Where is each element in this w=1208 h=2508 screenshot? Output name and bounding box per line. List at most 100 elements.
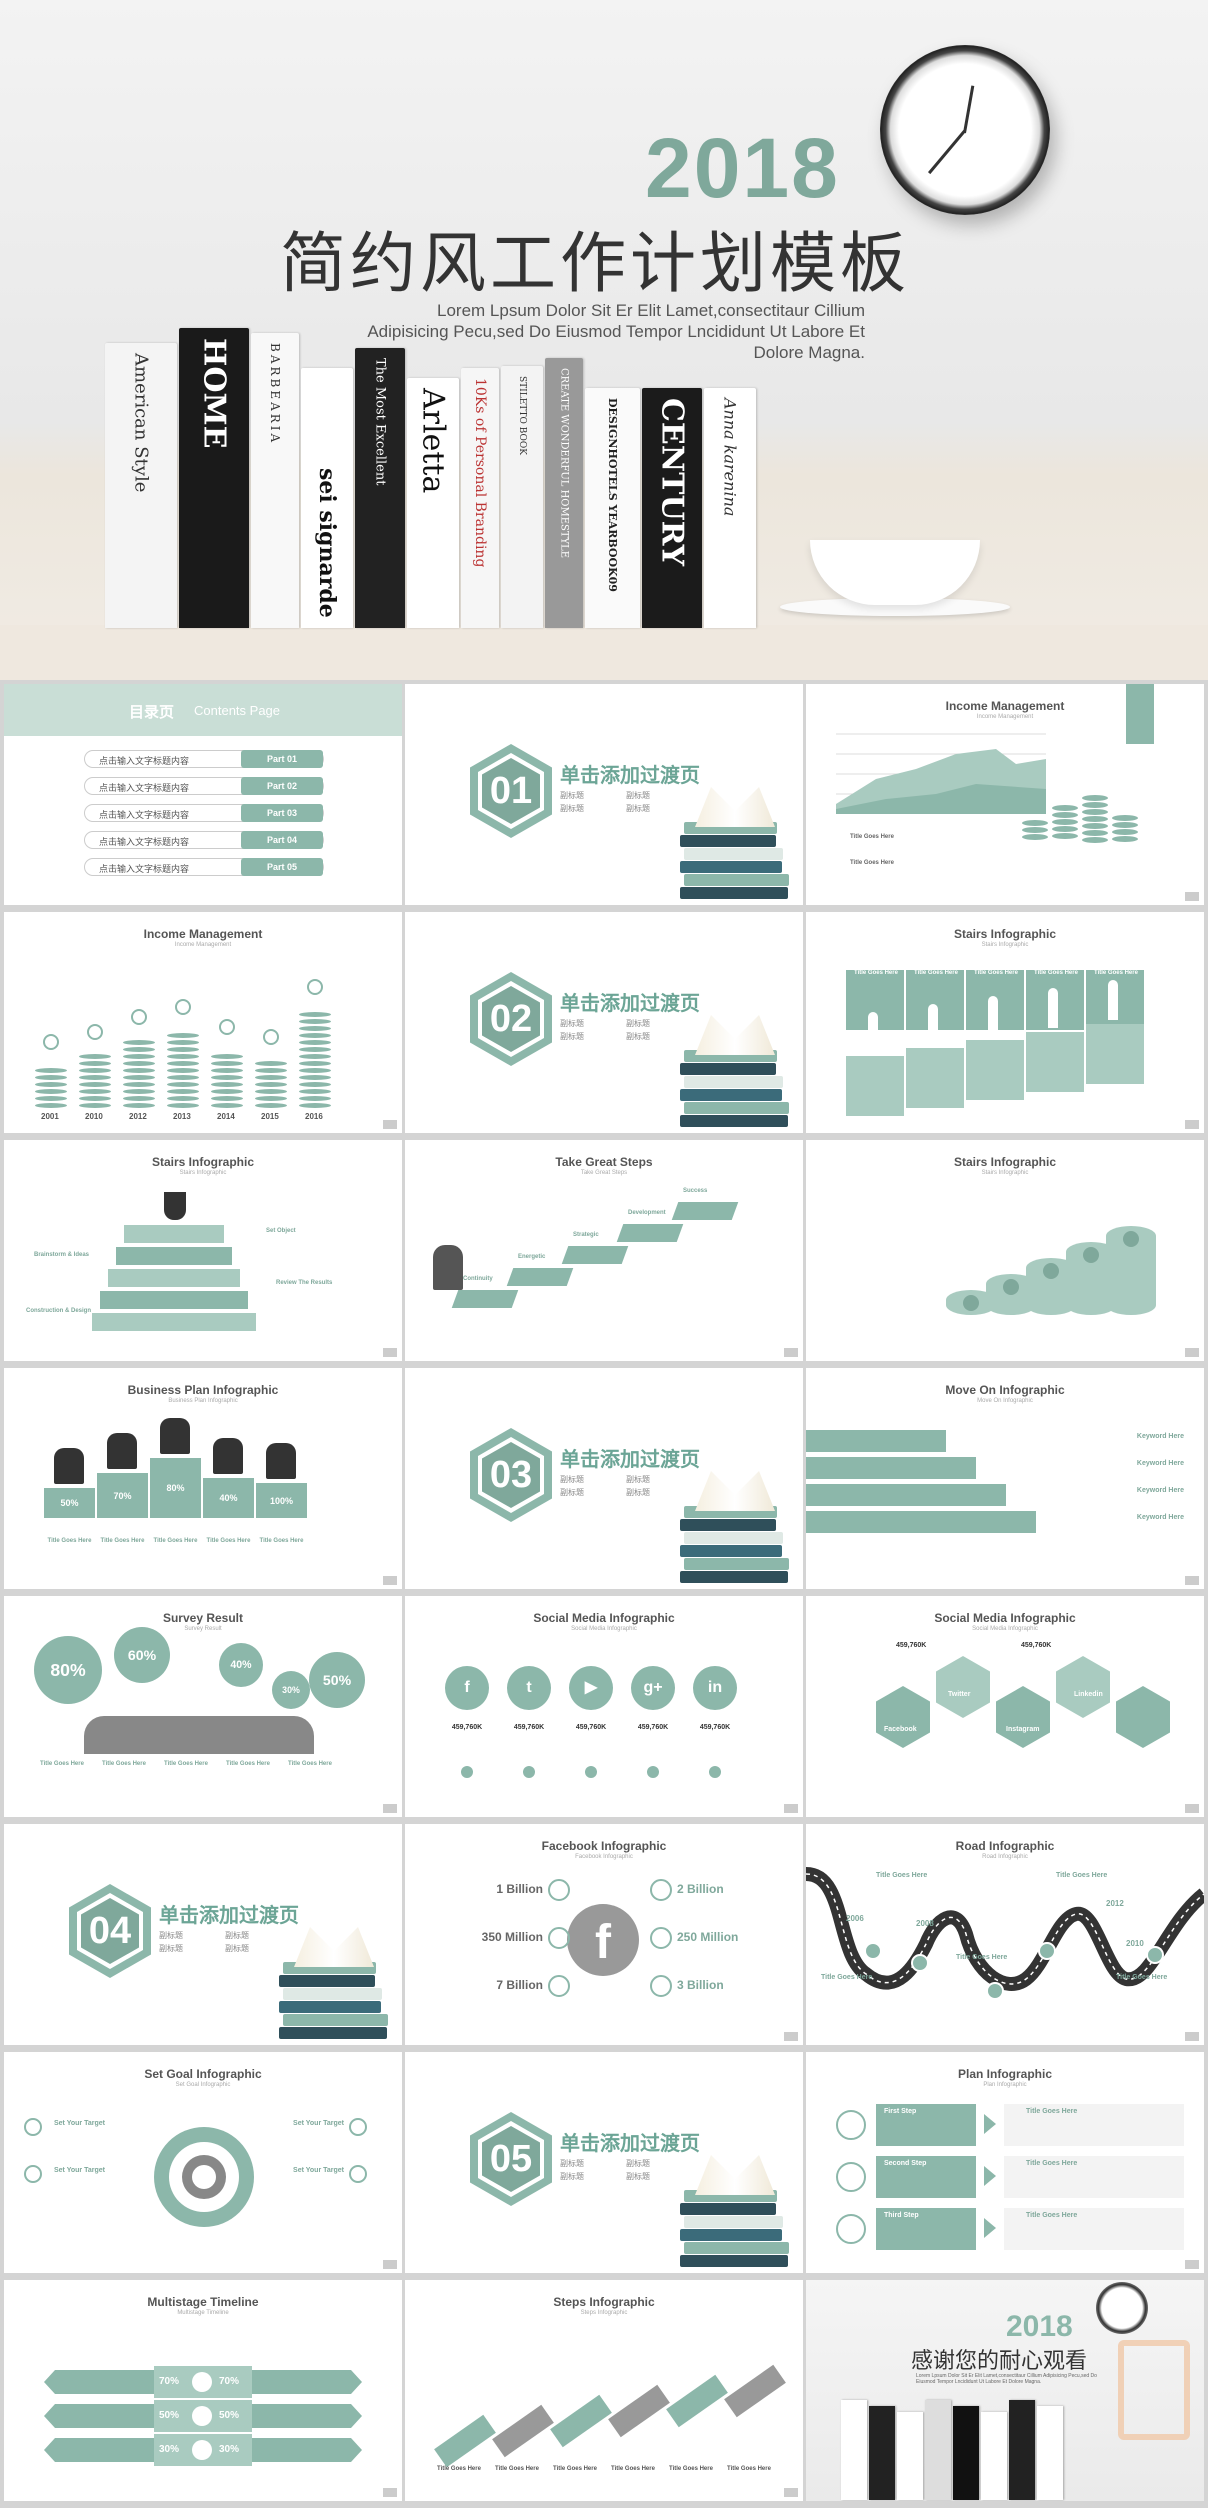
- section-label: 单击添加过渡页: [159, 1905, 299, 1927]
- year-label: 2010: [1126, 1939, 1144, 1948]
- slide-income-management-2[interactable]: Income Management Income Management 2001…: [4, 912, 402, 1133]
- toc-part-label: Part 03: [241, 804, 323, 822]
- person-icon: [928, 1004, 938, 1044]
- slide-stairs-3[interactable]: Stairs Infographic Stairs Infographic: [806, 1140, 1204, 1361]
- year-label: 2013: [173, 1112, 191, 1121]
- timeline-value: 30%: [159, 2444, 180, 2455]
- coin: [78, 1060, 112, 1067]
- coin: [1051, 832, 1079, 840]
- coin: [298, 1081, 332, 1088]
- slide-facebook[interactable]: Facebook Infographic Facebook Infographi…: [405, 1824, 803, 2045]
- coin: [78, 1053, 112, 1060]
- coin: [210, 1067, 244, 1074]
- coin: [122, 1046, 156, 1053]
- slide-plan[interactable]: Plan Infographic Plan Infographic First …: [806, 2052, 1204, 2273]
- open-book: [695, 2155, 775, 2195]
- book: [684, 2242, 789, 2254]
- column-title: Title Goes Here: [102, 1761, 146, 1767]
- slide-section-01[interactable]: 01 单击添加过渡页 副标题 副标题 副标题 副标题: [405, 684, 803, 905]
- arrow-bar: [806, 1430, 946, 1452]
- coin: [298, 1102, 332, 1109]
- keyword-label: Keyword Here: [1136, 1460, 1184, 1467]
- coin: [166, 1046, 200, 1053]
- cylinder-marker: [1123, 1231, 1139, 1247]
- book-spine: STILETTO BOOK: [501, 366, 543, 628]
- step-label: Strategic: [573, 1232, 599, 1238]
- timeline-bar: [252, 2438, 362, 2462]
- cylinder-marker: [963, 1295, 979, 1311]
- slide-steps-infographic[interactable]: Steps Infographic Steps Infographic Titl…: [405, 2280, 803, 2501]
- slide-take-great-steps[interactable]: Take Great Steps Take Great Steps Contin…: [405, 1140, 803, 1361]
- slide-survey[interactable]: Survey Result Survey Result 80% Title Goe…: [4, 1596, 402, 1817]
- bar-value: 40%: [219, 1493, 238, 1503]
- column-title: Title Goes Here: [288, 1761, 332, 1767]
- coin: [298, 1018, 332, 1025]
- section-hexagon: 04: [69, 1884, 151, 1978]
- slide-income-management[interactable]: Income Management Income Management Titl…: [806, 684, 1204, 905]
- slide-set-goal[interactable]: Set Goal Infographic Set Goal Infographi…: [4, 2052, 402, 2273]
- toc-item-text: 点击输入文字标题内容: [99, 756, 190, 766]
- slide-multistage-timeline[interactable]: Multistage Timeline Multistage Timeline …: [4, 2280, 402, 2501]
- coin: [78, 1102, 112, 1109]
- slide-title: Set Goal Infographic: [144, 2067, 262, 2081]
- social-icon: t: [507, 1666, 551, 1710]
- timeline-bar: [44, 2404, 154, 2428]
- book: [279, 2001, 381, 2013]
- section-hexagon: 03: [470, 1428, 552, 1522]
- step: [451, 1290, 519, 1308]
- slide-social-media-1[interactable]: Social Media Infographic Social Media In…: [405, 1596, 803, 1817]
- slide-road[interactable]: Road Infographic Road Infographic 2006 20…: [806, 1824, 1204, 2045]
- coin: [166, 1088, 200, 1095]
- slide-stairs-2[interactable]: Stairs Infographic Stairs Infographic Br…: [4, 1140, 402, 1361]
- slide-title: Take Great Steps: [555, 1155, 653, 1169]
- goal-icon: [349, 2118, 367, 2136]
- stat-value: 1 Billion: [496, 1882, 543, 1896]
- slide-stairs-1[interactable]: Stairs Infographic Stairs Infographic Ti…: [806, 912, 1204, 1133]
- road-title: Title Goes Here: [876, 1872, 928, 1879]
- coin: [210, 1088, 244, 1095]
- coin: [122, 1088, 156, 1095]
- slide-thank-you[interactable]: 2018 感谢您的耐心观看 Lorem Lpsum Dolor Sit Er E…: [806, 2280, 1204, 2501]
- slide-section-04[interactable]: 04 单击添加过渡页 副标题 副标题 副标题 副标题: [4, 1824, 402, 2045]
- coin: [1111, 835, 1139, 843]
- hexagon: [1056, 1656, 1110, 1718]
- cylinder-marker: [1043, 1263, 1059, 1279]
- section-hexagon: 01: [470, 744, 552, 838]
- diagonal-step: [608, 2384, 670, 2438]
- pin-icon: [131, 1009, 147, 1025]
- person-icon: [54, 1448, 84, 1484]
- slide-title: Facebook Infographic: [541, 1839, 667, 1853]
- stat-icon: [650, 1975, 672, 1997]
- column-title: Title Goes Here: [914, 970, 958, 976]
- slide-section-02[interactable]: 02 单击添加过渡页 副标题 副标题 副标题 副标题: [405, 912, 803, 1133]
- slide-business-plan[interactable]: Business Plan Infographic Business Plan …: [4, 1368, 402, 1589]
- slide-move-on[interactable]: Move On Infographic Move On Infographic …: [806, 1368, 1204, 1589]
- toc-item: 点击输入文字标题内容 Part 02: [84, 777, 324, 795]
- plan-icon: [836, 2162, 866, 2192]
- coin: [254, 1081, 288, 1088]
- social-label: Instagram: [1006, 1726, 1040, 1733]
- dot: [523, 1766, 535, 1778]
- stat-value: 250 Million: [677, 1930, 739, 1944]
- coin: [34, 1081, 68, 1088]
- stair-block: [1026, 1032, 1084, 1092]
- road-title: Title Goes Here: [821, 1974, 873, 1981]
- column-title: Title Goes Here: [40, 1761, 84, 1767]
- book-spine: BARBEARIA: [251, 333, 299, 628]
- books-image: [675, 779, 795, 899]
- dot: [709, 1766, 721, 1778]
- diagonal-step: [724, 2364, 786, 2418]
- column-title: Title Goes Here: [854, 970, 898, 976]
- slide-section-03[interactable]: 03 单击添加过渡页 副标题 副标题 副标题 副标题: [405, 1368, 803, 1589]
- book: [680, 835, 776, 847]
- column-title: Title Goes Here: [1034, 970, 1078, 976]
- stat-icon: [548, 1927, 570, 1949]
- slide-section-05[interactable]: 05 单击添加过渡页 副标题 副标题 副标题 副标题: [405, 2052, 803, 2273]
- stat-value: 3 Billion: [677, 1978, 724, 1992]
- toc-item-text: 点击输入文字标题内容: [99, 837, 190, 847]
- target-icon: [154, 2127, 254, 2227]
- slide-social-media-2[interactable]: Social Media Infographic Social Media In…: [806, 1596, 1204, 1817]
- plan-title: Title Goes Here: [1026, 2212, 1078, 2219]
- slide-toc[interactable]: 目录页 Contents Page 点击输入文字标题内容 Part 01 点击输入文…: [4, 684, 402, 905]
